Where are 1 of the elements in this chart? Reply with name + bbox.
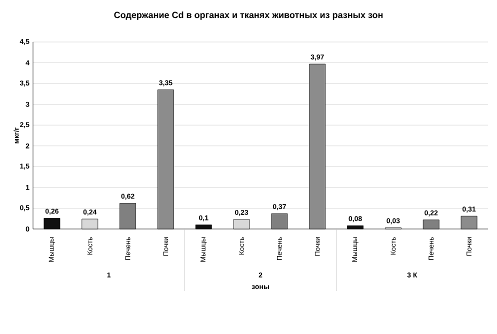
- chart-title: Содержание Cd в органах и тканях животных из разных зон: [114, 12, 383, 20]
